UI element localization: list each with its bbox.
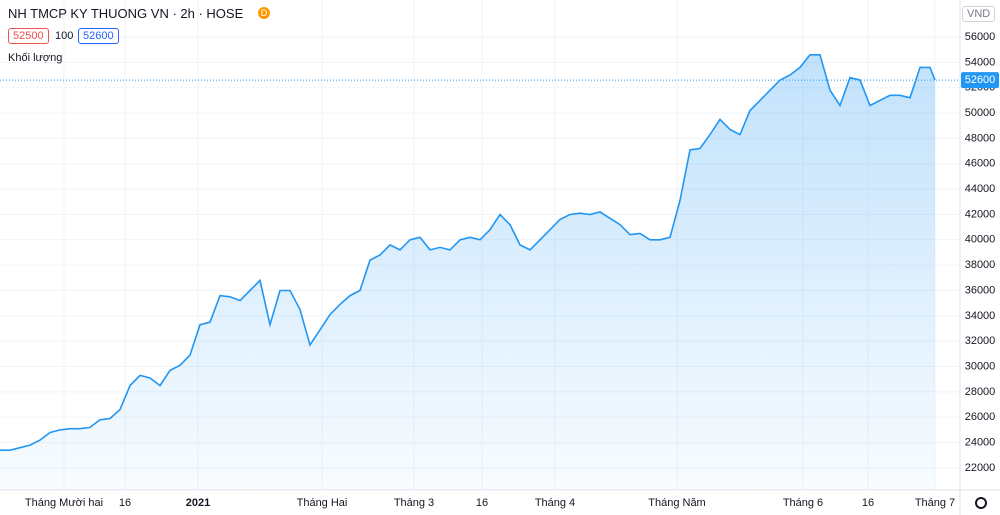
y-tick-label: 30000 xyxy=(965,360,996,372)
y-tick-label: 38000 xyxy=(965,259,996,271)
price-line xyxy=(0,54,936,451)
x-tick-label: Tháng Mười hai xyxy=(25,497,103,509)
y-tick-label: 44000 xyxy=(965,183,996,195)
last-price-label: 52600 xyxy=(965,74,996,86)
x-tick-label: Tháng 7 xyxy=(915,497,955,509)
x-tick-label: 16 xyxy=(476,497,488,509)
y-tick-label: 56000 xyxy=(965,31,996,43)
x-tick-label: Tháng Năm xyxy=(648,497,705,509)
area-fill xyxy=(0,54,935,491)
y-tick-label: 50000 xyxy=(965,107,996,119)
y-tick-label: 46000 xyxy=(965,158,996,170)
y-tick-label: 26000 xyxy=(965,411,996,423)
y-tick-label: 22000 xyxy=(965,462,996,474)
y-tick-label: 48000 xyxy=(965,132,996,144)
x-tick-label: Tháng 3 xyxy=(394,497,434,509)
spread: 100 xyxy=(55,30,74,42)
y-tick-label: 36000 xyxy=(965,284,996,296)
y-tick-label: 34000 xyxy=(965,310,996,322)
last-price-tag xyxy=(961,72,999,89)
y-tick-label: 54000 xyxy=(965,56,996,68)
settings-icon[interactable] xyxy=(975,497,987,509)
ask: 52600 xyxy=(78,28,119,44)
bid: 52500 xyxy=(8,28,49,44)
y-tick-label: 24000 xyxy=(965,437,996,449)
y-tick-label: 28000 xyxy=(965,386,996,398)
x-tick-label: 16 xyxy=(862,497,874,509)
y-tick-label: 32000 xyxy=(965,335,996,347)
currency[interactable]: VND xyxy=(962,6,996,22)
y-tick-label: 40000 xyxy=(965,234,996,246)
volume-label: Khối lượng xyxy=(8,52,63,64)
x-tick-label: Tháng 6 xyxy=(783,497,823,509)
gear[interactable] xyxy=(975,497,987,509)
y-tick-label: 42000 xyxy=(965,208,996,220)
x-tick-label: 2021 xyxy=(186,497,210,509)
symbol-title: NH TMCP KY THUONG VN · 2h · HOSE xyxy=(8,6,244,21)
x-tick-label: Tháng 4 xyxy=(535,497,575,509)
x-tick-label: 16 xyxy=(119,497,131,509)
badge: D xyxy=(258,7,270,19)
x-tick-label: Tháng Hai xyxy=(297,497,348,509)
